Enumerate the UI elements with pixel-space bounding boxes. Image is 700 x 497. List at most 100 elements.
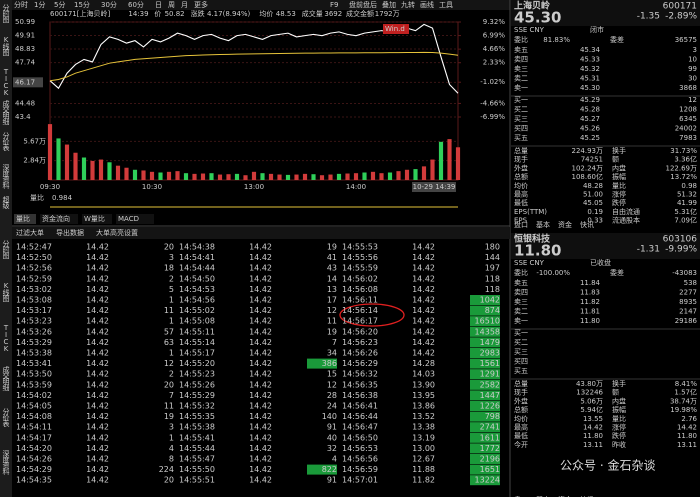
tool-btn[interactable]: 工具 <box>439 1 453 9</box>
tick-volume: 386 <box>322 359 337 368</box>
level-price: 45.32 <box>580 65 600 73</box>
tick-price: 14.42 <box>249 380 272 389</box>
quote-tab[interactable]: 盘口 <box>514 220 528 229</box>
tick-time: 14:54:44 <box>179 264 215 273</box>
tick-volume: 24 <box>327 402 337 411</box>
level-vol: 2277 <box>679 289 697 297</box>
period-tab[interactable]: 周 <box>168 1 175 9</box>
indicator-tab[interactable]: MACD <box>118 215 139 223</box>
stat-value: 13.11 <box>583 441 603 449</box>
level: 买三 <box>514 115 528 123</box>
period-tab[interactable]: 5分 <box>54 0 65 9</box>
quote-tab[interactable]: 基本 <box>536 220 550 229</box>
tick-time: 14:53:29 <box>16 338 52 347</box>
annotation-box <box>383 24 409 34</box>
volume-bar <box>319 175 325 180</box>
side-tab[interactable]: 分价表 <box>2 407 10 428</box>
tick-price: 14.42 <box>249 349 272 358</box>
indicator-tab[interactable]: 资金流向 <box>42 214 70 223</box>
tick-price: 13.52 <box>412 412 435 421</box>
tick-price: 14.42 <box>249 476 272 485</box>
side-tab[interactable]: K线图 <box>2 36 10 57</box>
tick-time: 14:56:32 <box>342 370 378 379</box>
indicator-tab[interactable]: 量比 <box>16 214 30 223</box>
tick-volume: 2741 <box>480 423 500 432</box>
tool-btn[interactable]: F9 <box>330 1 338 9</box>
period-tab[interactable]: 30分 <box>101 0 117 9</box>
quote-tab[interactable]: 快讯 <box>580 495 594 497</box>
side-tab[interactable]: 成交明细 <box>2 365 10 392</box>
stat-value: 0.98 <box>681 182 697 190</box>
quote-tab[interactable]: 资金 <box>558 495 572 497</box>
quote-tab[interactable]: 资金 <box>558 220 572 229</box>
stat-label: 振幅 <box>612 405 626 414</box>
stat-label: 均价 <box>514 181 528 190</box>
quote-tab[interactable]: 盘口 <box>514 495 528 497</box>
tool-btn[interactable]: 画线 <box>420 0 434 9</box>
period-tab[interactable]: 更多 <box>194 0 208 9</box>
side-tab[interactable]: 超级 <box>2 195 10 210</box>
tick-price: 14.42 <box>86 243 109 252</box>
quote-tab[interactable]: 基本 <box>536 495 550 497</box>
period-tab[interactable]: 月 <box>181 1 188 9</box>
level: 卖五 <box>514 279 528 287</box>
indicator-tab[interactable]: W量比 <box>84 214 105 223</box>
tick-time: 14:53:26 <box>16 327 52 336</box>
quote-tab[interactable]: 快讯 <box>580 220 594 229</box>
diff: -43083 <box>672 269 697 277</box>
volume-bar <box>73 152 78 180</box>
toolbar <box>12 0 510 10</box>
level-price: 11.80 <box>580 317 600 325</box>
tick-time: 14:54:05 <box>16 402 52 411</box>
tick-time: 14:56:23 <box>342 338 378 347</box>
tick-volume: 3 <box>169 423 174 432</box>
side-tab[interactable]: TICK <box>2 324 10 352</box>
stat-label: 换手 <box>612 379 626 388</box>
side-tab[interactable]: 分时图 <box>2 3 10 24</box>
period-tab[interactable]: 15分 <box>74 0 90 9</box>
period-tab[interactable]: 分时 <box>14 0 28 9</box>
period-tab[interactable]: 1分 <box>34 0 45 9</box>
tick-time: 14:53:50 <box>16 370 52 379</box>
level-vol: 29186 <box>675 317 698 325</box>
table-button[interactable]: 导出数据 <box>56 228 84 237</box>
period-tab[interactable]: 日 <box>155 1 162 9</box>
tool-btn[interactable]: 九转 <box>401 0 415 9</box>
quote-header <box>511 233 700 259</box>
side-tab[interactable]: 分时图 <box>2 239 10 260</box>
stat-value: 2.76 <box>681 415 697 423</box>
volume-highlight <box>470 464 500 475</box>
stat-label: EPS(TTM) <box>514 208 547 216</box>
table-button[interactable]: 过滤大单 <box>16 228 44 237</box>
side-tab[interactable]: K线图 <box>2 282 10 303</box>
tick-time: 14:54:20 <box>16 444 52 453</box>
y2-tick-label: -1.02% <box>480 78 505 86</box>
stat-label: 涨停 <box>612 190 626 199</box>
level-price: 11.84 <box>580 279 601 287</box>
level: 买一 <box>514 96 528 104</box>
side-tab[interactable]: 分价表 <box>2 131 10 152</box>
tick-time: 14:53:23 <box>16 317 52 326</box>
side-tab[interactable]: 深度资料 <box>2 163 10 190</box>
tool-btn[interactable]: 叠加 <box>382 0 396 9</box>
tick-price: 13.95 <box>412 391 435 400</box>
level-vol: 3 <box>693 46 697 54</box>
tool-btn[interactable]: 盘前盘后 <box>349 0 377 9</box>
stock-price: 45.30 <box>514 9 561 27</box>
watermark: 公众号 · 金石杂谈 <box>560 458 655 473</box>
tick-volume: 8 <box>169 455 174 464</box>
tick-price: 14.42 <box>86 349 109 358</box>
side-tab[interactable]: 深度资料 <box>2 449 10 476</box>
tick-time: 14:55:17 <box>179 349 215 358</box>
tick-volume: 3 <box>169 253 174 262</box>
period-tab[interactable]: 60分 <box>128 0 144 9</box>
side-tab[interactable]: 成交明细 <box>2 99 10 126</box>
stat-label: EPS <box>514 217 528 225</box>
tick-time: 14:54:17 <box>16 433 52 442</box>
volume-highlight <box>470 369 500 380</box>
table-button[interactable]: 大单高亮设置 <box>96 228 138 237</box>
side-tab[interactable]: TICK <box>2 68 10 96</box>
tick-price: 14.42 <box>412 338 435 347</box>
stat-label: 总量 <box>514 146 528 155</box>
